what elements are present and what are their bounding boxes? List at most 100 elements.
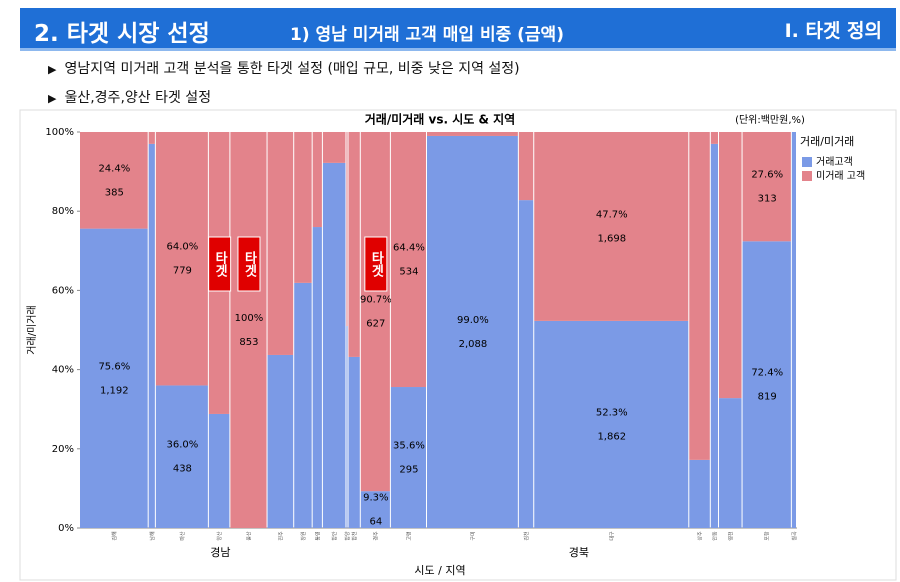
mekko-segment <box>80 132 148 229</box>
mekko-segment <box>267 354 294 528</box>
mekko-segment <box>267 132 294 355</box>
data-label: 90.7% <box>360 295 392 306</box>
x-tick-label: 진주 <box>277 531 284 541</box>
x-tick-label: 칠곡 <box>791 531 798 541</box>
data-label: 100% <box>235 313 264 324</box>
y-tick-label: 60% <box>52 285 74 296</box>
mekko-segment <box>346 326 348 528</box>
mekko-segment <box>322 162 346 528</box>
amount-label: 819 <box>758 392 777 403</box>
data-label: 64.0% <box>166 242 198 253</box>
x-axis-label: 시도 / 지역 <box>414 564 465 577</box>
mekko-segment <box>791 132 796 528</box>
x-tick-label: 김해 <box>111 531 118 541</box>
x-tick-label: 경주 <box>372 531 379 541</box>
mekko-segment <box>208 413 230 528</box>
mekko-segment <box>348 356 360 528</box>
target-annotation: 타겟 <box>368 250 383 278</box>
x-tick-label: 포항 <box>764 531 771 541</box>
amount-label: 534 <box>399 267 418 278</box>
x-tick-label: 창원 <box>300 531 307 541</box>
y-tick-label: 20% <box>52 444 74 455</box>
x-tick-label: 대구 <box>608 531 615 541</box>
data-label: 75.6% <box>98 361 130 372</box>
y-tick-label: 80% <box>52 206 74 217</box>
amount-label: 1,862 <box>597 431 626 442</box>
mekko-segment <box>148 143 155 528</box>
mekko-segment <box>148 132 155 144</box>
mekko-segment <box>710 143 718 528</box>
mekko-segment <box>534 320 689 528</box>
mekko-segment <box>427 132 518 136</box>
slide-subtitle: 1) 영남 미거래 고객 매입 비중 (금액) <box>290 25 564 45</box>
bullet: 울산,경주,양산 타겟 설정 <box>48 87 211 107</box>
target-annotation: 타겟 <box>212 250 227 278</box>
mekko-segment <box>689 132 710 460</box>
mekko-segment <box>80 228 148 528</box>
data-label: 72.4% <box>751 368 783 379</box>
chart-title: 거래/미거래 vs. 시도 & 지역 <box>365 112 515 127</box>
unit-note: (단위:백만원,%) <box>735 113 805 126</box>
mekko-segment <box>390 132 427 388</box>
mekko-segment <box>742 132 791 242</box>
target-box <box>208 236 232 292</box>
data-label: 35.6% <box>393 441 425 452</box>
mekko-segment <box>312 132 322 228</box>
amount-label: 64 <box>369 517 382 528</box>
legend-label: 거래고객 <box>816 156 853 168</box>
x-tick-label: 통영 <box>314 531 321 540</box>
data-label: 36.0% <box>166 440 198 451</box>
mekko-segment <box>348 132 360 357</box>
mekko-segment <box>742 241 791 528</box>
mekko-segment <box>155 385 208 528</box>
mekko-segment <box>518 132 534 201</box>
bullet: 영남지역 미거래 고객 분석을 통한 타겟 설정 (매입 규모, 비중 낮은 지… <box>48 58 519 78</box>
legend-swatch <box>802 157 812 167</box>
x-tick-label: 마산 <box>179 531 186 541</box>
amount-label: 295 <box>399 465 418 476</box>
mekko-segment <box>155 132 208 386</box>
target-box <box>237 236 261 292</box>
amount-label: 1,698 <box>597 233 626 244</box>
mekko-segment <box>718 398 742 528</box>
slide-title: 2. 타겟 시장 선정 <box>34 21 210 47</box>
header-banner: 2. 타겟 시장 선정 1) 영남 미거래 고객 매입 비중 (금액) I. 타… <box>20 8 896 51</box>
mekko-segment <box>294 282 312 528</box>
y-tick-label: 40% <box>52 365 74 376</box>
mekko-segment <box>230 132 267 528</box>
amount-label: 438 <box>173 464 192 475</box>
section-label: I. 타겟 정의 <box>784 20 882 42</box>
data-label: 64.4% <box>393 243 425 254</box>
x-tick-label: 합천 <box>351 531 358 541</box>
x-tick-label: 양산 <box>216 531 223 541</box>
legend-swatch <box>802 171 812 181</box>
y-tick-label: 0% <box>58 523 74 534</box>
mekko-segment <box>689 459 710 528</box>
mekko-segment <box>360 132 390 492</box>
x-tick-label: 안동 <box>711 531 718 541</box>
x-tick-label: 남해 <box>149 531 156 541</box>
amount-label: 385 <box>105 187 124 198</box>
mekko-segment <box>322 132 346 163</box>
amount-label: 2,088 <box>459 339 488 350</box>
y-axis-label: 거래/미거래 <box>26 305 38 354</box>
amount-label: 779 <box>173 266 192 277</box>
mekko-segment <box>360 491 390 528</box>
x-tick-label: 구미 <box>469 531 476 540</box>
x-tick-label: 함안 <box>331 531 338 541</box>
amount-label: 1,192 <box>100 385 129 396</box>
legend-title: 거래/미거래 <box>800 135 854 148</box>
data-label: 24.4% <box>98 163 130 174</box>
mekko-segment <box>390 387 427 528</box>
x-tick-label: 상주 <box>697 531 704 541</box>
mekko-segment <box>718 132 742 399</box>
amount-label: 853 <box>239 337 258 348</box>
amount-label: 313 <box>758 194 777 205</box>
x-tick-label: 울산 <box>245 531 252 541</box>
data-label: 52.3% <box>596 407 628 418</box>
x-tick-label: 고령 <box>405 531 412 540</box>
legend-label: 미거래 고객 <box>816 170 865 182</box>
x-tick-label: 함양 <box>344 531 351 541</box>
